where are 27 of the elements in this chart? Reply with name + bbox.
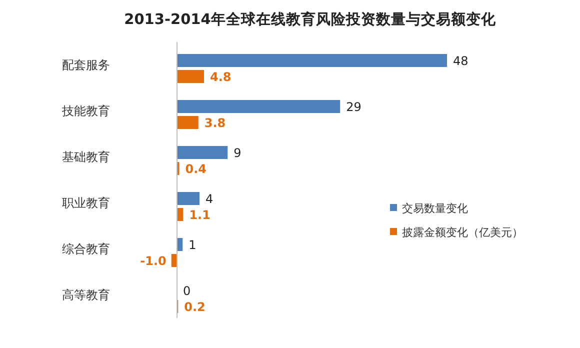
legend-label: 交易数量变化: [402, 202, 468, 215]
legend-label: 披露金额变化（亿美元）: [402, 226, 523, 239]
y-tick-label: 综合教育: [62, 242, 110, 256]
data-label: 29: [346, 100, 362, 114]
data-label: -1.0: [140, 254, 166, 268]
y-tick-label: 基础教育: [62, 150, 110, 164]
data-label: 3.8: [204, 116, 226, 130]
data-label: 4: [206, 192, 214, 206]
y-tick-label: 技能教育: [61, 104, 110, 118]
bar: [177, 192, 200, 205]
chart-title: 2013-2014年全球在线教育风险投资数量与交易额变化: [124, 10, 497, 28]
y-tick-label: 职业教育: [62, 196, 110, 210]
y-tick-label: 配套服务: [62, 58, 110, 72]
data-label: 0: [183, 284, 191, 298]
data-label: 0.4: [185, 162, 207, 176]
bar: [177, 70, 204, 83]
bar: [177, 116, 198, 129]
data-label: 9: [234, 146, 242, 160]
bar: [177, 146, 228, 159]
data-label: 0.2: [184, 300, 206, 314]
data-label: 48: [453, 54, 468, 68]
bar: [177, 54, 447, 67]
data-label: 4.8: [210, 70, 232, 84]
y-tick-label: 高等教育: [62, 288, 110, 302]
data-label: 1.1: [189, 208, 210, 222]
data-label: 1: [188, 238, 196, 252]
bar: [177, 100, 340, 113]
